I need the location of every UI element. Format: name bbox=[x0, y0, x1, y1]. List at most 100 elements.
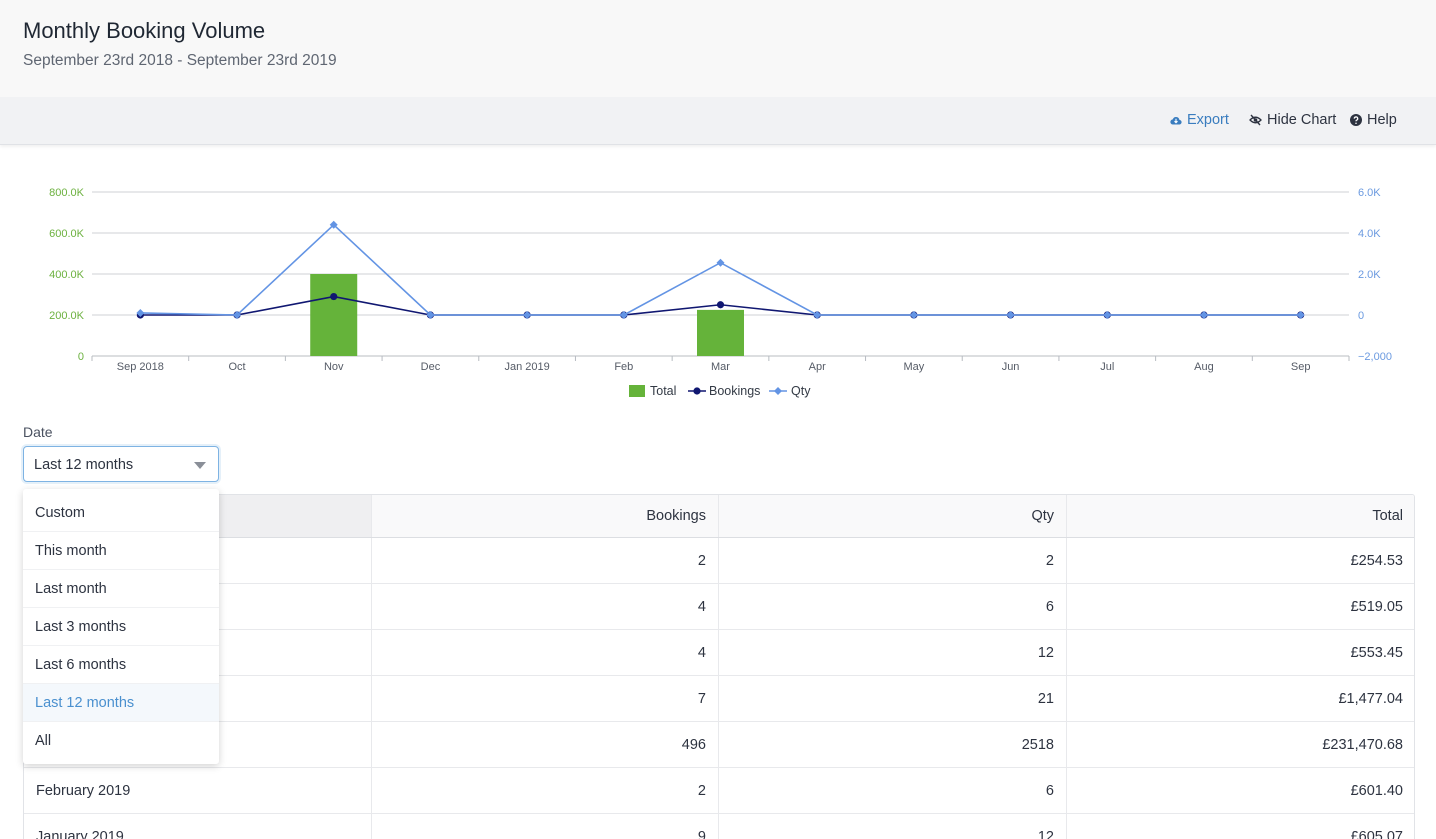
cell-total: £553.45 bbox=[1350, 644, 1403, 661]
cell-period bbox=[24, 722, 372, 767]
legend-label-qty: Qty bbox=[791, 384, 811, 398]
booking-chart: 0 −2,000 200.0K 0 400.0K 2.0K 600.0K 4.0K 800.0K… bbox=[0, 170, 1436, 410]
qty-point bbox=[909, 311, 918, 319]
qty-point bbox=[716, 258, 725, 267]
x-axis-tick-label: Nov bbox=[324, 361, 344, 373]
date-select[interactable]: Last 12 months bbox=[23, 446, 219, 482]
bar-total bbox=[310, 274, 358, 356]
export-button[interactable]: Export bbox=[1170, 112, 1229, 128]
date-option-custom[interactable]: Custom bbox=[23, 494, 219, 532]
bar-total bbox=[697, 309, 744, 356]
cell-bookings: 4 bbox=[372, 630, 719, 675]
left-axis-tick-label: 0 bbox=[78, 351, 84, 363]
table-row: 2 2 £254.53 bbox=[24, 538, 1414, 584]
qty-point bbox=[619, 311, 628, 319]
x-axis-tick-label: Feb bbox=[614, 361, 633, 373]
question-circle-icon bbox=[1350, 114, 1362, 126]
date-option-last-3-months[interactable]: Last 3 months bbox=[23, 608, 219, 646]
cell-qty: 2 bbox=[719, 538, 1067, 583]
cell-period bbox=[24, 538, 372, 583]
date-option-last-12-months[interactable]: Last 12 months bbox=[23, 684, 219, 722]
page-header: Monthly Booking Volume September 23rd 20… bbox=[0, 0, 1436, 97]
table-row: 4 12 £553.45 bbox=[24, 630, 1414, 676]
x-axis-tick-label: Jun bbox=[1002, 361, 1020, 373]
left-axis-tick-label: 800.0K bbox=[49, 187, 85, 199]
qty-point bbox=[1296, 311, 1305, 319]
cell-bookings: 496 bbox=[372, 722, 719, 767]
legend-marker-bookings bbox=[693, 387, 701, 395]
date-filter-label: Date bbox=[23, 424, 53, 440]
cell-bookings: 9 bbox=[372, 814, 719, 839]
qty-point bbox=[1103, 311, 1112, 319]
cloud-download-icon bbox=[1170, 115, 1182, 126]
cell-bookings: 2 bbox=[372, 538, 719, 583]
right-axis-tick-label: 4.0K bbox=[1358, 228, 1381, 240]
cell-period bbox=[24, 676, 372, 721]
cell-qty: 6 bbox=[719, 584, 1067, 629]
left-axis-tick-label: 400.0K bbox=[49, 269, 85, 281]
left-axis-tick-label: 600.0K bbox=[49, 228, 85, 240]
date-option-all[interactable]: All bbox=[35, 733, 52, 749]
table-row: 496 2518 £231,470.68 bbox=[24, 722, 1414, 768]
cell-qty: 21 bbox=[719, 676, 1067, 721]
date-option-last-month[interactable]: Last month bbox=[23, 570, 219, 608]
right-axis-tick-label: −2,000 bbox=[1358, 351, 1392, 363]
cell-period: January 2019 bbox=[24, 814, 372, 839]
table-row: 4 6 £519.05 bbox=[24, 584, 1414, 630]
chart-svg: 0 −2,000 200.0K 0 400.0K 2.0K 600.0K 4.0K 800.0K… bbox=[49, 187, 1392, 398]
cell-bookings: 7 bbox=[372, 676, 719, 721]
qty-point bbox=[1006, 311, 1015, 319]
help-label: Help bbox=[1367, 112, 1397, 128]
qty-point bbox=[426, 311, 435, 319]
toolbar: Export Hide Chart Help bbox=[0, 97, 1436, 145]
eye-slash-icon bbox=[1249, 114, 1262, 126]
qty-point bbox=[329, 220, 338, 229]
x-axis-tick-label: Aug bbox=[1194, 361, 1214, 373]
help-button[interactable]: Help bbox=[1350, 112, 1397, 128]
qty-point bbox=[1199, 311, 1208, 319]
export-label: Export bbox=[1187, 112, 1229, 128]
x-axis-tick-label: Apr bbox=[809, 361, 826, 373]
x-axis-tick-label: Mar bbox=[711, 361, 730, 373]
left-axis-tick-label: 200.0K bbox=[49, 310, 85, 322]
x-axis-tick-label: Dec bbox=[421, 361, 441, 373]
header-qty[interactable]: Qty bbox=[719, 495, 1067, 537]
right-axis-tick-label: 2.0K bbox=[1358, 269, 1381, 281]
header-bookings[interactable]: Bookings bbox=[372, 495, 719, 537]
cell-period bbox=[24, 584, 372, 629]
results-table: Bookings Qty Total 2 2 £254.53 4 6 £519.… bbox=[23, 494, 1415, 839]
qty-point bbox=[136, 308, 145, 317]
legend-label-total: Total bbox=[650, 384, 676, 398]
table-header-row: Bookings Qty Total bbox=[24, 495, 1414, 538]
qty-point bbox=[813, 311, 822, 319]
date-option-last-6-months[interactable]: Last 6 months bbox=[23, 646, 219, 684]
legend-swatch-total bbox=[629, 385, 645, 397]
date-range-subtitle: September 23rd 2018 - September 23rd 201… bbox=[23, 52, 337, 69]
cell-total: £605.07 bbox=[1350, 828, 1403, 839]
date-select-value: Last 12 months bbox=[34, 457, 134, 473]
cell-total: £1,477.04 bbox=[1338, 690, 1403, 707]
header-total[interactable]: Total bbox=[1372, 508, 1403, 524]
x-axis-tick-label: Sep bbox=[1291, 361, 1311, 373]
date-option-this-month[interactable]: This month bbox=[23, 532, 219, 570]
bookings-point bbox=[716, 301, 725, 309]
cell-total: £231,470.68 bbox=[1322, 736, 1403, 753]
table-row: February 2019 2 6 £601.40 bbox=[24, 768, 1414, 814]
cell-total: £519.05 bbox=[1350, 598, 1403, 615]
x-axis-tick-label: Jan 2019 bbox=[504, 361, 549, 373]
right-axis-tick-label: 6.0K bbox=[1358, 187, 1381, 199]
x-axis-tick-label: Sep 2018 bbox=[117, 361, 164, 373]
page-title: Monthly Booking Volume bbox=[23, 18, 266, 43]
x-axis-tick-label: Oct bbox=[228, 361, 245, 373]
x-axis-tick-label: May bbox=[903, 361, 924, 373]
qty-point bbox=[233, 311, 242, 319]
legend-marker-qty bbox=[774, 387, 782, 395]
cell-period bbox=[24, 630, 372, 675]
hide-chart-label: Hide Chart bbox=[1267, 112, 1337, 128]
legend-label-bookings: Bookings bbox=[709, 384, 760, 398]
bookings-point bbox=[330, 292, 338, 301]
cell-bookings: 2 bbox=[372, 768, 719, 813]
cell-bookings: 4 bbox=[372, 584, 719, 629]
hide-chart-button[interactable]: Hide Chart bbox=[1249, 112, 1336, 128]
cell-total: £254.53 bbox=[1350, 552, 1403, 569]
